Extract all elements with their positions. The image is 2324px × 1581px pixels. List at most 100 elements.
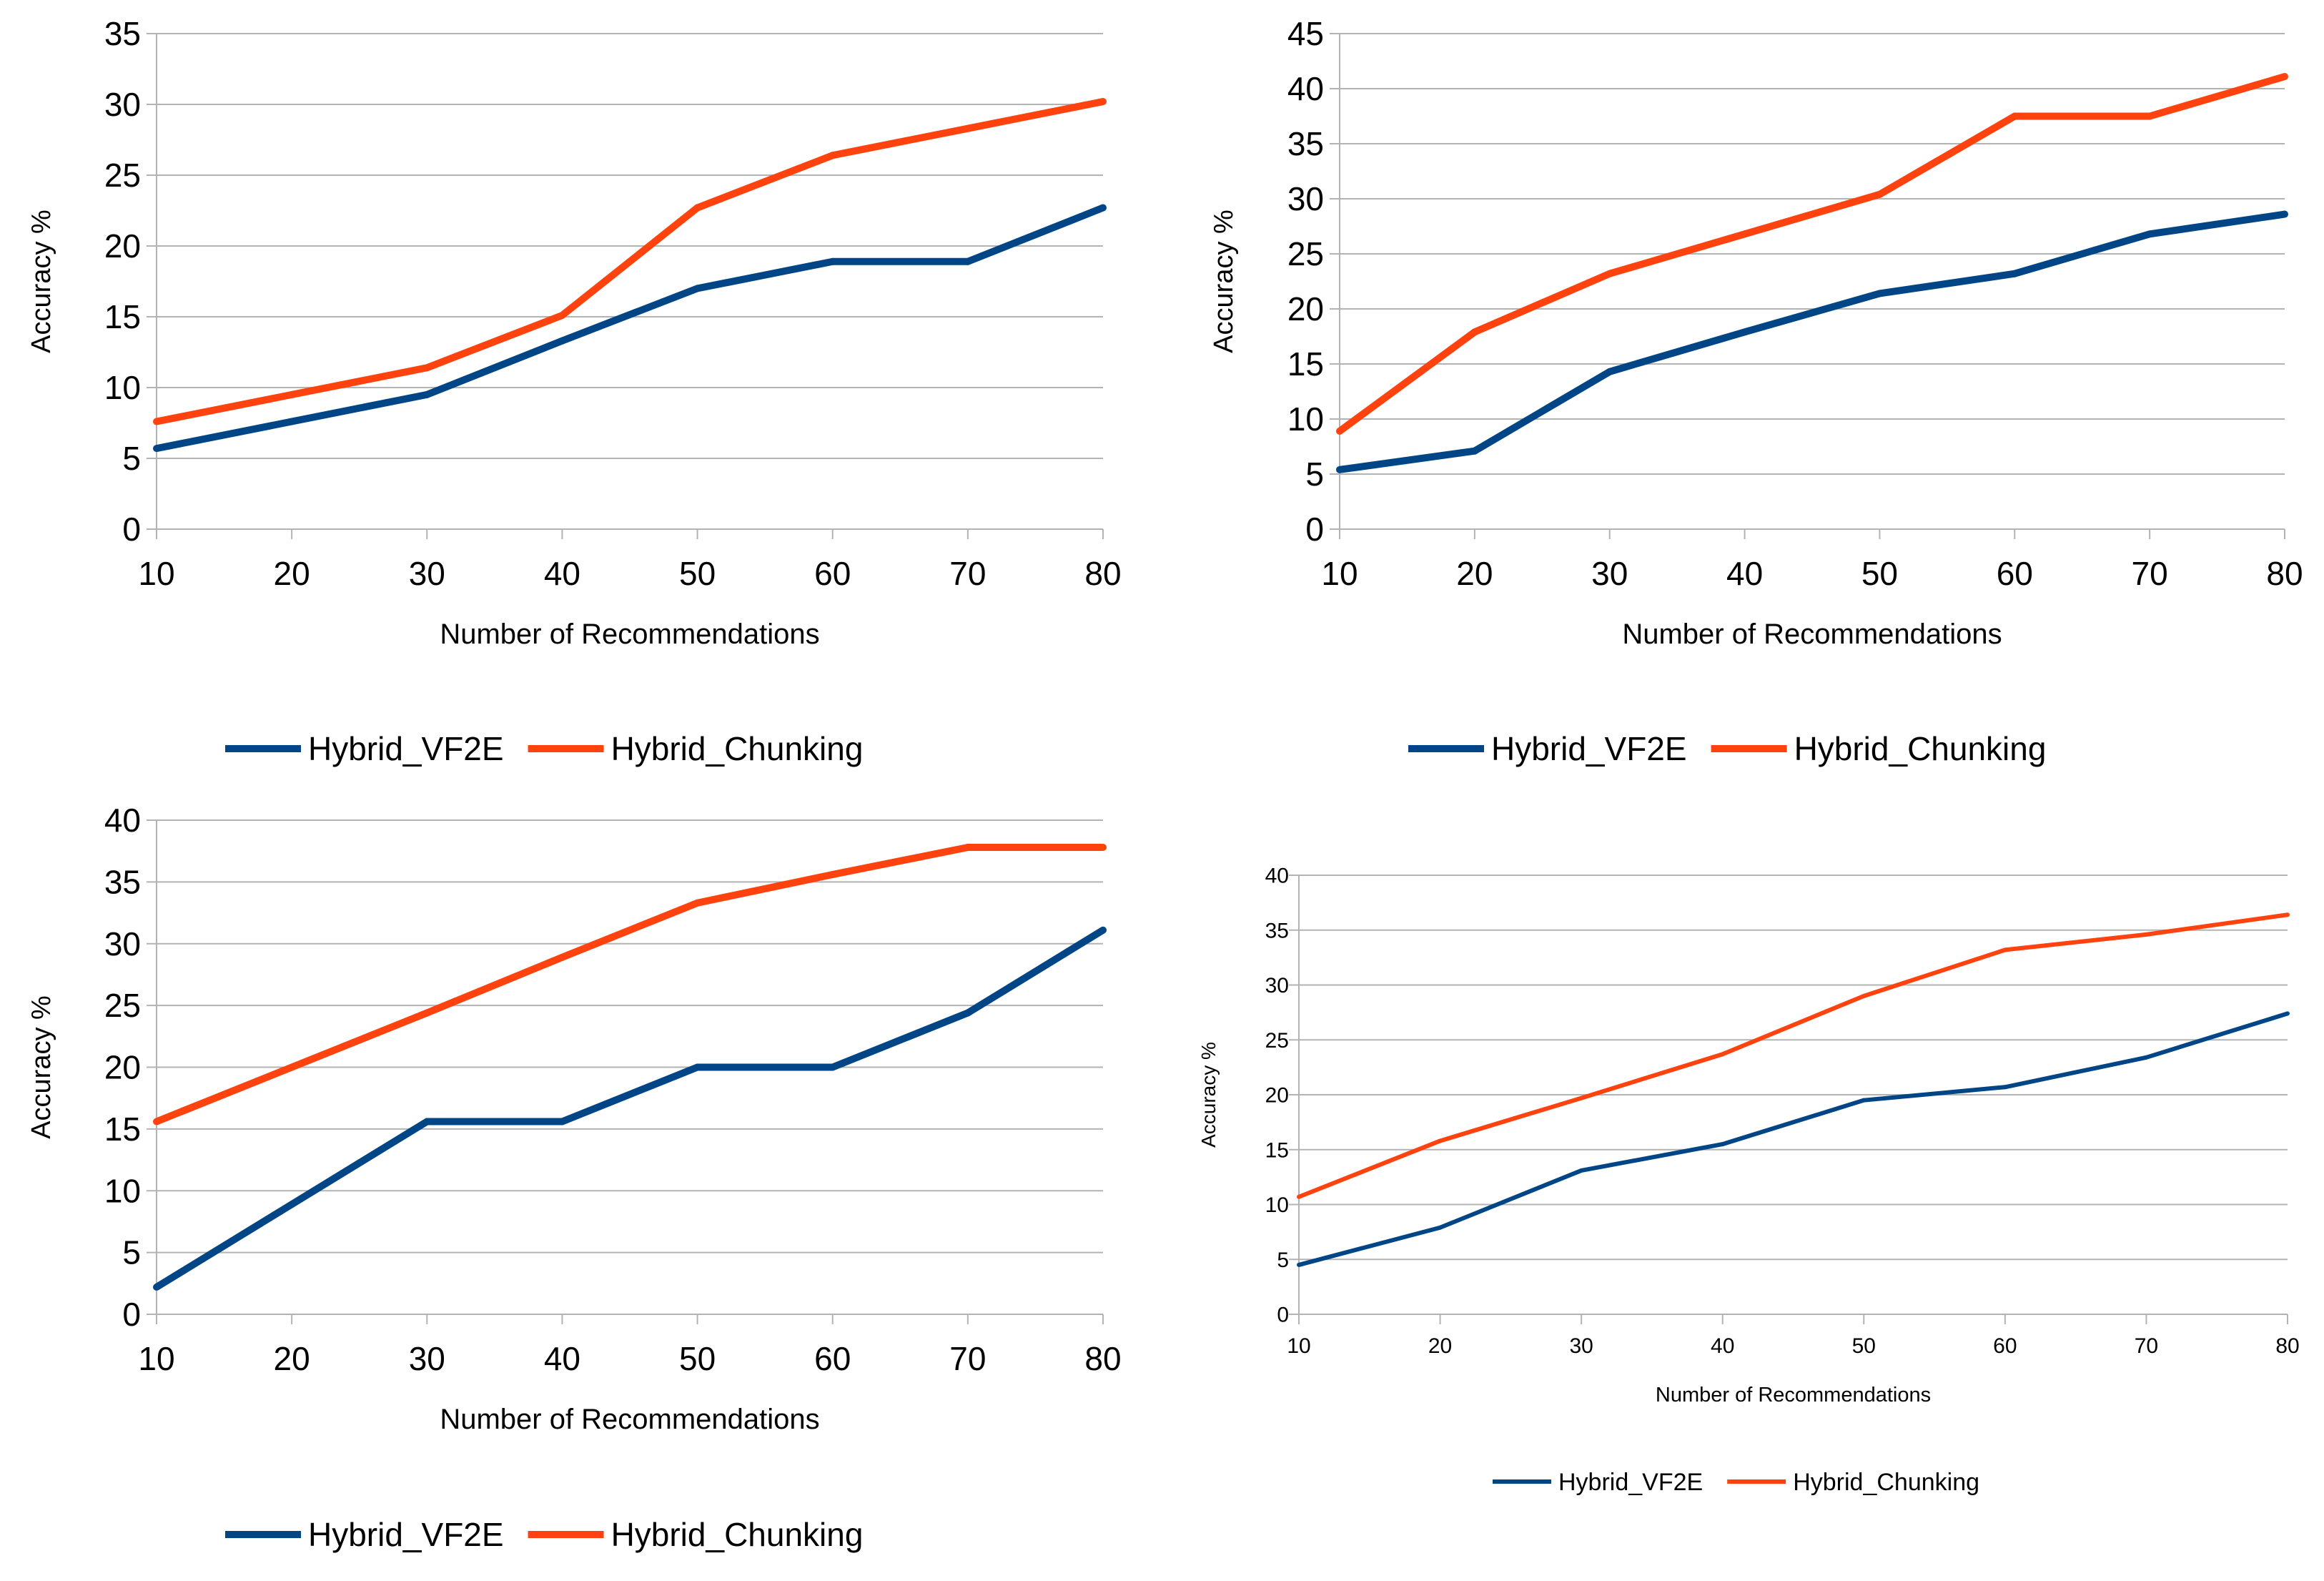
data-point — [2011, 270, 2019, 277]
x-tick-label: 10 — [138, 555, 174, 592]
y-tick-label: 25 — [104, 157, 141, 194]
data-point — [2144, 932, 2149, 937]
data-point — [1336, 427, 1343, 435]
data-point — [2146, 112, 2154, 120]
x-tick-label: 20 — [1428, 1334, 1452, 1358]
data-point — [2011, 112, 2019, 120]
legend-label: Hybrid_VF2E — [308, 1516, 504, 1553]
y-tick-label: 30 — [104, 86, 141, 123]
y-tick-label: 10 — [1265, 1193, 1289, 1217]
data-point — [1741, 230, 1749, 238]
data-point — [2002, 1085, 2007, 1090]
data-point — [1720, 1142, 1725, 1147]
x-tick-label: 70 — [949, 555, 986, 592]
data-point — [153, 418, 160, 425]
x-tick-label: 40 — [544, 555, 580, 592]
series-line-Hybrid_Chunking — [1337, 73, 2286, 434]
data-point — [153, 445, 160, 453]
x-tick-label: 40 — [1726, 555, 1763, 592]
x-axis-label: Number of Recommendations — [1622, 619, 2002, 650]
x-tick-label: 60 — [1993, 1334, 2017, 1358]
data-point — [693, 204, 701, 212]
chart-panel-top-right: 0 5 10 15 20 25 30 35 40 45 10 20 30 40 50 60 70 80 Number… — [1209, 15, 2303, 767]
data-point — [1297, 1194, 1301, 1199]
legend-label: Hybrid_VF2E — [308, 730, 504, 767]
data-point — [1876, 190, 1884, 198]
y-tick-label: 30 — [1287, 180, 1324, 217]
legend-label: Hybrid_Chunking — [611, 1516, 864, 1553]
y-tick-label: 40 — [1287, 70, 1324, 107]
data-point — [2146, 230, 2154, 238]
x-tick-label: 50 — [1861, 555, 1898, 592]
legend-label: Hybrid_VF2E — [1558, 1469, 1703, 1496]
legend-item: Hybrid_Chunking — [1727, 1469, 1979, 1496]
data-point — [558, 337, 566, 345]
x-axis-label: Number of Recommendations — [1656, 1384, 1931, 1407]
data-point — [1741, 328, 1749, 336]
y-tick-label: 20 — [1265, 1084, 1289, 1108]
y-tick-label: 40 — [1265, 865, 1289, 888]
data-point — [693, 285, 701, 292]
x-tick-label: 30 — [1569, 1334, 1593, 1358]
series-line-Hybrid_VF2E — [154, 927, 1105, 1291]
data-point — [1336, 466, 1343, 473]
y-tick-label: 15 — [1265, 1138, 1289, 1162]
y-axis-label: Accuracy % — [1197, 1042, 1220, 1148]
x-tick-label: 20 — [274, 555, 310, 592]
y-tick-label: 5 — [122, 1234, 141, 1271]
data-point — [558, 953, 566, 961]
x-tick-label: 60 — [1997, 555, 2033, 592]
x-tick-label: 80 — [2266, 555, 2303, 592]
y-tick-label: 25 — [1287, 235, 1324, 272]
data-point — [558, 1118, 566, 1126]
data-point — [1099, 98, 1107, 106]
x-tick-label: 20 — [1456, 555, 1493, 592]
legend-label: Hybrid_Chunking — [611, 730, 864, 767]
data-point — [693, 1063, 701, 1071]
data-point — [423, 364, 431, 372]
x-tick-label: 70 — [949, 1340, 986, 1377]
y-tick-label: 20 — [104, 1049, 141, 1086]
data-point — [2281, 210, 2288, 218]
data-point — [964, 257, 971, 265]
x-tick-label: 30 — [409, 555, 445, 592]
y-tick-label: 30 — [1265, 974, 1289, 998]
y-tick-label: 35 — [1287, 125, 1324, 162]
x-tick-label: 70 — [2132, 555, 2168, 592]
y-tick-label: 25 — [1265, 1029, 1289, 1053]
data-point — [2285, 912, 2290, 917]
y-tick-label: 35 — [1265, 919, 1289, 942]
y-tick-label: 15 — [104, 298, 141, 335]
y-axis-label: Accuracy % — [26, 210, 56, 353]
data-point — [1606, 270, 1613, 277]
data-point — [964, 1009, 971, 1017]
y-axis-label: Accuracy % — [26, 995, 56, 1139]
x-tick-label: 60 — [814, 555, 851, 592]
legend-item: Hybrid_VF2E — [1408, 730, 1687, 767]
x-tick-label: 60 — [814, 1340, 851, 1377]
y-tick-label: 40 — [104, 802, 141, 839]
y-tick-label: 35 — [104, 15, 141, 52]
data-point — [2285, 1011, 2290, 1016]
y-tick-label: 10 — [104, 369, 141, 406]
series-line-Hybrid_Chunking — [155, 844, 1103, 1126]
y-tick-label: 0 — [1277, 1304, 1289, 1327]
data-point — [288, 390, 296, 398]
y-tick-label: 0 — [1305, 511, 1324, 548]
chart-panel-bottom-left: 0 5 10 15 20 25 30 35 40 10 20 30 40 50 60 70 80 Number o… — [26, 802, 1122, 1553]
x-tick-label: 40 — [544, 1340, 580, 1377]
y-tick-label: 0 — [122, 511, 141, 548]
data-point — [1470, 328, 1478, 336]
y-tick-label: 10 — [104, 1172, 141, 1209]
legend-label: Hybrid_Chunking — [1793, 1469, 1979, 1496]
data-point — [1438, 1225, 1443, 1230]
x-tick-label: 80 — [2275, 1334, 2299, 1358]
data-point — [1099, 204, 1107, 212]
data-point — [1720, 1052, 1725, 1057]
data-point — [1438, 1138, 1443, 1143]
data-point — [1579, 1095, 1584, 1100]
data-point — [423, 1118, 431, 1126]
y-tick-label: 35 — [104, 863, 141, 900]
y-tick-label: 20 — [104, 227, 141, 265]
